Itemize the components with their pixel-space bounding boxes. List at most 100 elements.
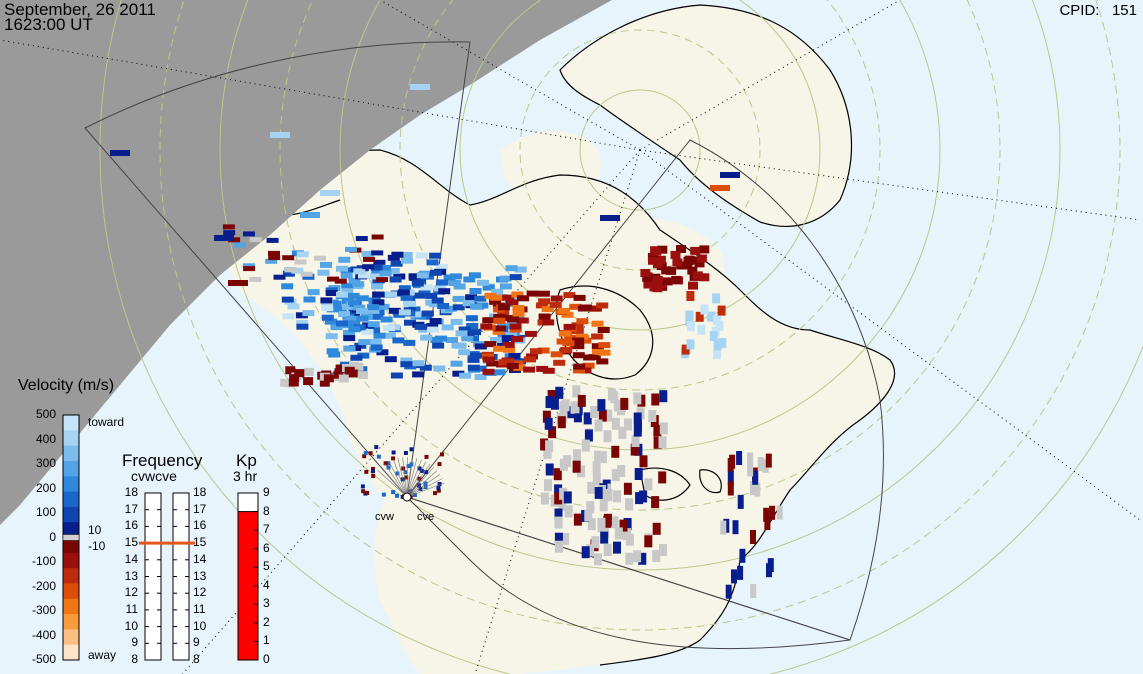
velocity-cell bbox=[591, 320, 604, 327]
cve-fov-outline bbox=[406, 139, 884, 641]
velocity-cell bbox=[715, 320, 724, 331]
velocity-cell bbox=[446, 337, 458, 343]
velocity-cell bbox=[686, 339, 695, 350]
velocity-cell bbox=[729, 454, 736, 469]
velocity-cell bbox=[426, 259, 439, 266]
velocity-cell bbox=[453, 283, 466, 290]
velocity-cell bbox=[493, 325, 506, 332]
velocity-tick-label: 400 bbox=[35, 431, 56, 446]
velocity-cell bbox=[696, 254, 707, 263]
velocity-cell bbox=[553, 468, 562, 481]
velocity-cell bbox=[340, 272, 353, 279]
velocity-color-segment bbox=[63, 583, 79, 600]
velocity-cell bbox=[412, 493, 417, 497]
velocity-cell bbox=[459, 372, 472, 379]
velocity-cell bbox=[391, 251, 404, 258]
velocity-cell bbox=[489, 298, 502, 305]
velocity-cell bbox=[512, 310, 525, 317]
velocity-cell bbox=[765, 453, 772, 468]
velocity-cell bbox=[653, 436, 662, 449]
velocity-cell bbox=[599, 499, 608, 512]
velocity-cell bbox=[362, 454, 367, 459]
velocity-cell bbox=[697, 324, 706, 335]
velocity-cell bbox=[633, 412, 642, 425]
velocity-toward-label: toward bbox=[88, 415, 125, 429]
velocity-cell bbox=[503, 346, 515, 353]
velocity-cell bbox=[699, 273, 710, 282]
velocity-cell bbox=[296, 323, 309, 330]
meridian-line bbox=[639, 0, 901, 151]
velocity-cell bbox=[538, 313, 551, 320]
velocity-cell bbox=[376, 454, 381, 459]
velocity-cell bbox=[388, 307, 401, 314]
velocity-cell bbox=[249, 237, 262, 243]
frequency-tick-label: 15 bbox=[193, 535, 207, 550]
kp-tick-label: 7 bbox=[263, 522, 270, 537]
velocity-cell bbox=[452, 295, 465, 302]
velocity-cell bbox=[425, 299, 438, 306]
velocity-cell bbox=[597, 327, 610, 333]
frequency-tick-label: 8 bbox=[131, 652, 138, 666]
velocity-cell bbox=[444, 305, 457, 312]
velocity-cell bbox=[547, 390, 556, 402]
velocity-cell bbox=[747, 452, 754, 467]
velocity-cell bbox=[403, 300, 416, 307]
velocity-cell bbox=[537, 347, 550, 354]
velocity-cell bbox=[474, 365, 487, 372]
velocity-cell bbox=[424, 470, 429, 475]
frequency-tick-label: 16 bbox=[124, 518, 138, 533]
velocity-cell bbox=[391, 490, 396, 495]
velocity-cell bbox=[511, 291, 524, 298]
velocity-cell bbox=[537, 290, 550, 297]
frequency-tick-label: 9 bbox=[193, 635, 200, 650]
velocity-cell bbox=[596, 358, 609, 365]
velocity-cell bbox=[497, 304, 510, 311]
velocity-cell bbox=[353, 268, 366, 275]
velocity-cell bbox=[707, 311, 715, 322]
velocity-cell bbox=[544, 417, 553, 430]
velocity-cell bbox=[506, 362, 519, 369]
velocity-color-segment bbox=[63, 552, 79, 569]
velocity-cell bbox=[358, 272, 370, 279]
velocity-cell bbox=[757, 457, 764, 472]
velocity-cell bbox=[341, 288, 354, 295]
velocity-cell bbox=[659, 422, 668, 435]
frequency-marker bbox=[167, 541, 195, 545]
velocity-cell bbox=[577, 465, 586, 478]
velocity-cell bbox=[443, 274, 456, 281]
velocity-cell bbox=[563, 491, 572, 504]
night-terminator-region bbox=[0, 0, 612, 525]
velocity-cell bbox=[390, 372, 403, 379]
velocity-cell bbox=[586, 501, 595, 514]
velocity-cell bbox=[270, 132, 290, 138]
velocity-cell bbox=[592, 348, 604, 355]
north-america-landmass bbox=[220, 150, 895, 674]
velocity-cell bbox=[474, 295, 487, 302]
velocity-cell bbox=[302, 310, 315, 317]
velocity-cell bbox=[699, 245, 710, 254]
velocity-cell bbox=[431, 297, 444, 304]
frequency-tick-label: 10 bbox=[124, 618, 138, 633]
velocity-cell bbox=[514, 266, 527, 273]
velocity-color-segment bbox=[63, 522, 79, 538]
velocity-cell bbox=[398, 285, 411, 292]
velocity-cell bbox=[727, 471, 734, 486]
velocity-cell bbox=[228, 280, 248, 286]
velocity-cell bbox=[549, 301, 562, 308]
velocity-cell bbox=[592, 461, 601, 474]
velocity-cell bbox=[587, 481, 596, 494]
velocity-cell bbox=[558, 498, 567, 511]
velocity-cell bbox=[625, 498, 634, 511]
velocity-cell bbox=[712, 293, 721, 304]
kp-panel-title: Kp bbox=[236, 451, 257, 470]
velocity-cell bbox=[591, 343, 604, 350]
velocity-cell bbox=[486, 360, 499, 367]
frequency-tick-label: 14 bbox=[193, 551, 207, 566]
velocity-cell bbox=[611, 469, 620, 482]
velocity-cell bbox=[420, 284, 433, 291]
velocity-threshold-neg: -10 bbox=[88, 539, 106, 553]
velocity-cell bbox=[320, 297, 333, 304]
velocity-cell bbox=[417, 483, 421, 488]
frequency-tick-label: 10 bbox=[193, 618, 207, 633]
velocity-cell bbox=[577, 394, 586, 407]
